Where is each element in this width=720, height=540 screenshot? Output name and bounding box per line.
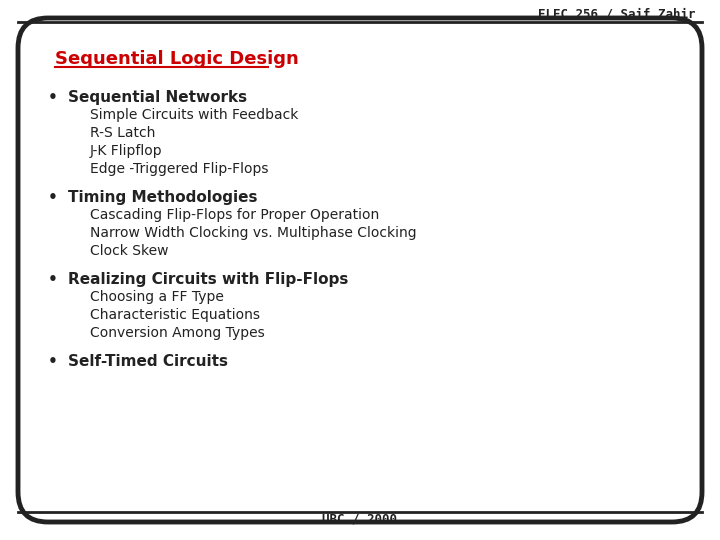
Text: •: • (48, 354, 58, 369)
Text: Choosing a FF Type: Choosing a FF Type (90, 290, 224, 304)
Text: •: • (48, 190, 58, 205)
Text: Cascading Flip-Flops for Proper Operation: Cascading Flip-Flops for Proper Operatio… (90, 208, 379, 222)
Text: Clock Skew: Clock Skew (90, 244, 168, 258)
Text: Sequential Logic Design: Sequential Logic Design (55, 50, 299, 68)
Text: Edge -Triggered Flip-Flops: Edge -Triggered Flip-Flops (90, 162, 269, 176)
Text: Simple Circuits with Feedback: Simple Circuits with Feedback (90, 108, 298, 122)
Text: Narrow Width Clocking vs. Multiphase Clocking: Narrow Width Clocking vs. Multiphase Clo… (90, 226, 417, 240)
Text: UBC / 2000: UBC / 2000 (323, 512, 397, 525)
Text: ELEC 256 / Saif Zahir: ELEC 256 / Saif Zahir (538, 8, 695, 21)
Text: R-S Latch: R-S Latch (90, 126, 156, 140)
Text: Realizing Circuits with Flip-Flops: Realizing Circuits with Flip-Flops (68, 272, 348, 287)
Text: •: • (48, 272, 58, 287)
Text: Self-Timed Circuits: Self-Timed Circuits (68, 354, 228, 369)
Text: J-K Flipflop: J-K Flipflop (90, 144, 163, 158)
Text: Sequential Networks: Sequential Networks (68, 90, 247, 105)
Text: •: • (48, 90, 58, 105)
Text: Timing Methodologies: Timing Methodologies (68, 190, 258, 205)
FancyBboxPatch shape (18, 18, 702, 522)
Text: Conversion Among Types: Conversion Among Types (90, 326, 265, 340)
Text: Characteristic Equations: Characteristic Equations (90, 308, 260, 322)
